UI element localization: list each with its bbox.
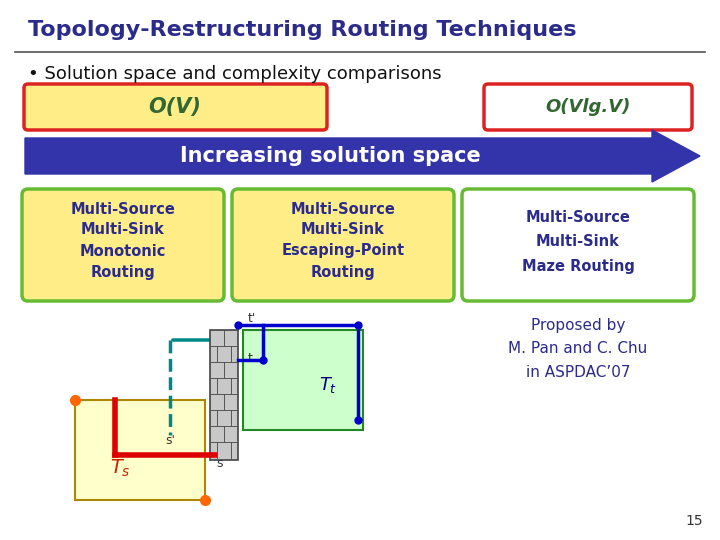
Text: s': s' <box>165 434 175 447</box>
FancyBboxPatch shape <box>210 330 238 460</box>
Text: Topology-Restructuring Routing Techniques: Topology-Restructuring Routing Technique… <box>28 20 577 40</box>
Text: Multi-Sink: Multi-Sink <box>301 222 385 238</box>
Text: O(Vlg.V): O(Vlg.V) <box>545 98 631 116</box>
FancyBboxPatch shape <box>484 84 692 130</box>
Text: Multi-Source: Multi-Source <box>71 201 176 217</box>
FancyBboxPatch shape <box>24 84 327 130</box>
FancyBboxPatch shape <box>232 189 454 301</box>
Polygon shape <box>25 130 700 182</box>
FancyBboxPatch shape <box>75 400 205 500</box>
Text: O(V): O(V) <box>148 97 202 117</box>
Text: Maze Routing: Maze Routing <box>521 260 634 274</box>
Text: t: t <box>248 352 253 365</box>
Text: t': t' <box>248 312 256 325</box>
Text: Monotonic: Monotonic <box>80 244 166 259</box>
Text: $T_t$: $T_t$ <box>319 375 337 395</box>
Text: Multi-Source: Multi-Source <box>526 210 631 225</box>
Text: Routing: Routing <box>310 265 375 280</box>
FancyBboxPatch shape <box>462 189 694 301</box>
Text: Routing: Routing <box>91 265 156 280</box>
Text: Multi-Source: Multi-Source <box>291 201 395 217</box>
FancyBboxPatch shape <box>243 330 363 430</box>
Text: Escaping-Point: Escaping-Point <box>282 244 405 259</box>
Text: Proposed by
M. Pan and C. Chu
in ASPDAC’07: Proposed by M. Pan and C. Chu in ASPDAC’… <box>508 318 647 380</box>
Text: Multi-Sink: Multi-Sink <box>81 222 165 238</box>
Text: 15: 15 <box>685 514 703 528</box>
Text: $T_s$: $T_s$ <box>109 457 130 478</box>
Text: s: s <box>217 457 223 470</box>
Text: Multi-Sink: Multi-Sink <box>536 234 620 249</box>
Text: Increasing solution space: Increasing solution space <box>179 146 480 166</box>
Text: • Solution space and complexity comparisons: • Solution space and complexity comparis… <box>28 65 441 83</box>
FancyBboxPatch shape <box>22 189 224 301</box>
